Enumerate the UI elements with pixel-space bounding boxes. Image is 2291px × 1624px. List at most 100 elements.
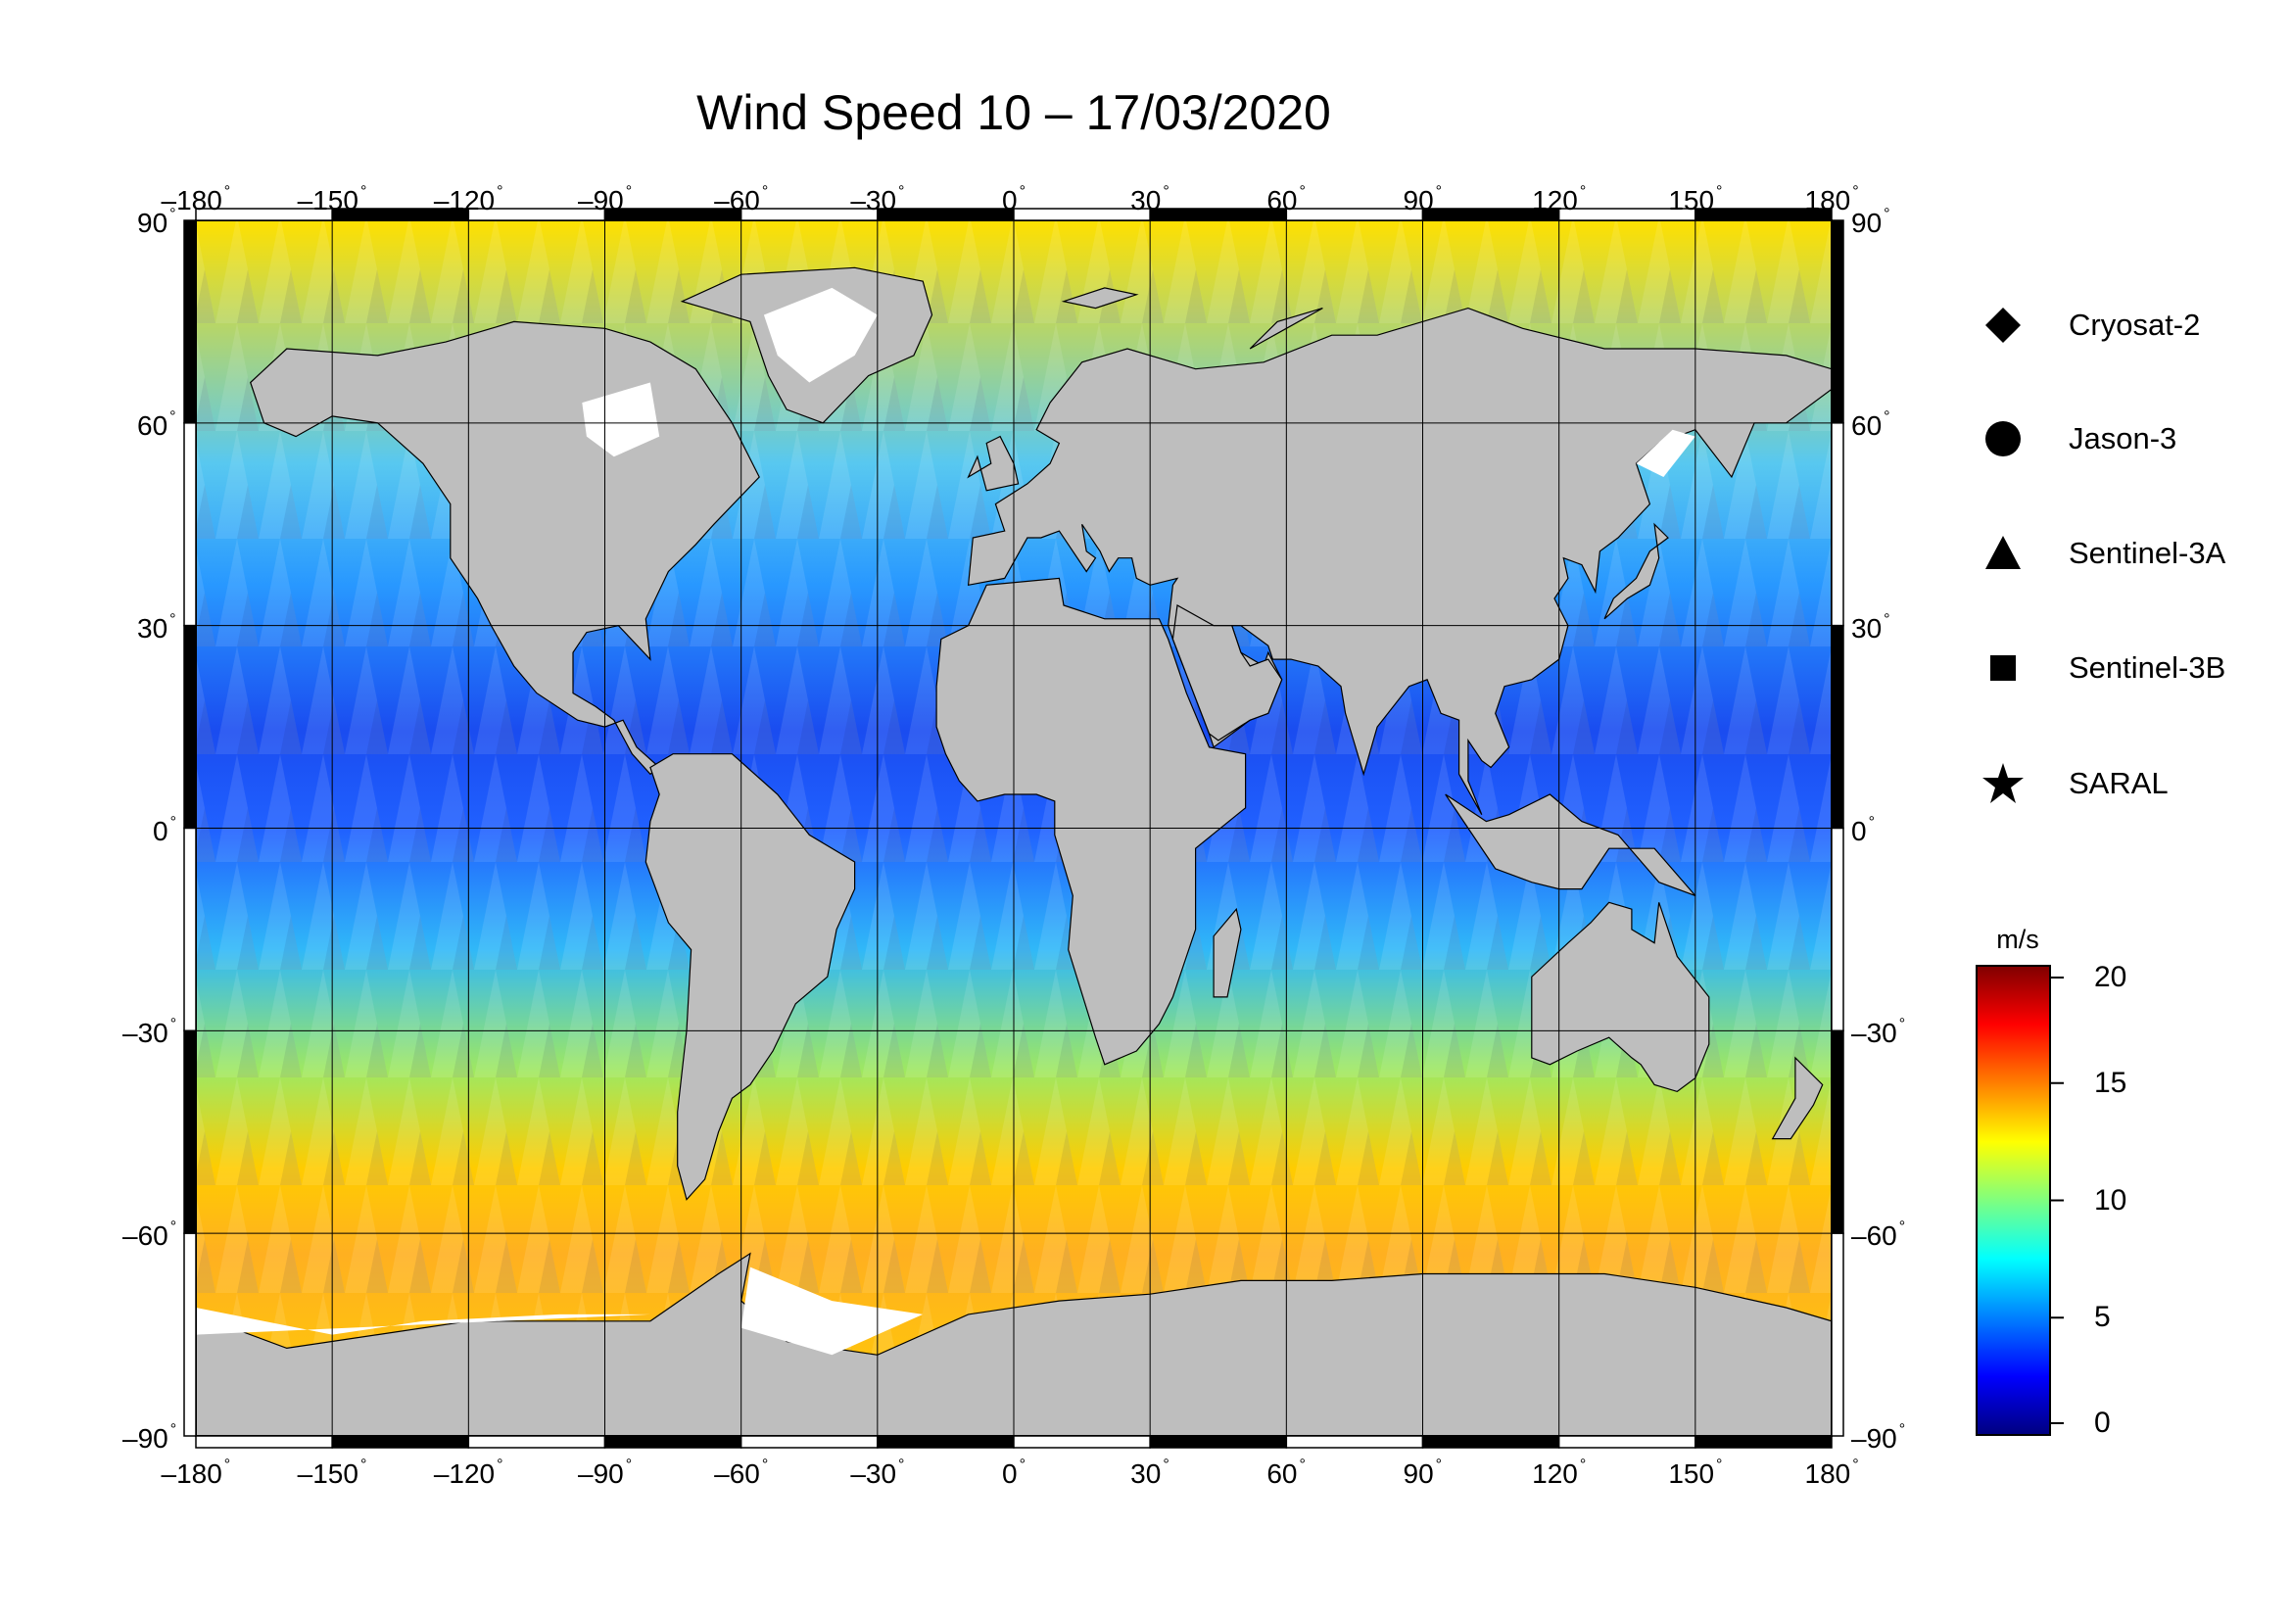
legend-label: Jason-3 (2069, 421, 2177, 455)
legend-label: Sentinel-3A (2069, 536, 2226, 570)
square-icon (1979, 644, 2028, 693)
legend-item-saral: SARAL (1979, 754, 2169, 813)
lon-tick-label: –150 ° (297, 1457, 367, 1489)
frame-segment-bottom (877, 1435, 1015, 1449)
svalbard-landmass (1061, 287, 1139, 310)
frame-segment-right (1831, 1232, 1844, 1437)
lon-tick-label: 120 ° (1532, 183, 1587, 215)
lat-tick-label: –60 ° (1851, 1218, 1906, 1252)
lon-tick-label: 120 ° (1532, 1457, 1587, 1489)
legend-item-jason-3: Jason-3 (1979, 409, 2176, 468)
lat-tick-label: 30 ° (1851, 610, 1890, 644)
lon-tick-label: 180 ° (1804, 1457, 1859, 1489)
map-frame (183, 208, 1844, 1449)
lat-tick-label: 0 ° (153, 813, 176, 846)
frame-segment-bottom (195, 1435, 333, 1449)
lon-tick-label: –90 ° (578, 183, 633, 215)
frame-segment-right (1831, 827, 1844, 1032)
legend-item-sentinel-3b: Sentinel-3B (1979, 639, 2225, 697)
lon-tick-label: 90 ° (1403, 1457, 1443, 1489)
lat-tick-label: –90 ° (122, 1421, 177, 1454)
diamond-icon (1979, 301, 2028, 350)
chart-title: Wind Speed 10 – 17/03/2020 (696, 85, 1331, 140)
legend-label: SARAL (2069, 766, 2169, 800)
legend-label: Cryosat-2 (2069, 308, 2201, 342)
colorbar-tick-label: 20 (2094, 961, 2127, 993)
frame-segment-bottom (740, 1435, 879, 1449)
madagascar-landmass (1213, 907, 1242, 998)
lon-tick-label: –90 ° (578, 1457, 633, 1489)
hudson-ice-patch (582, 382, 660, 457)
frame-segment-bottom (331, 1435, 470, 1449)
lon-tick-label: 60 ° (1266, 1457, 1306, 1489)
lon-tick-label: –60 ° (714, 1457, 769, 1489)
frame-segment-right (1831, 219, 1844, 424)
lon-tick-label: 60 ° (1266, 183, 1306, 215)
lon-tick-label: –180 ° (161, 1457, 231, 1489)
triangle-icon (1979, 529, 2028, 578)
legend-item-sentinel-3a: Sentinel-3A (1979, 524, 2225, 583)
lat-tick-label: –30 ° (1851, 1016, 1906, 1049)
lon-tick-label: 150 ° (1668, 183, 1723, 215)
antarctic-ice-shelf (196, 1308, 650, 1335)
lon-tick-label: –150 ° (297, 183, 367, 215)
frame-segment-bottom (1421, 1435, 1560, 1449)
lat-tick-label: 60 ° (1851, 407, 1890, 441)
frame-segment-right (1831, 624, 1844, 830)
lon-tick-label: 150 ° (1668, 1457, 1723, 1489)
lat-tick-label: 30 ° (137, 610, 176, 644)
british-isles-landmass (967, 435, 1020, 492)
lon-tick-label: –120 ° (433, 1457, 503, 1489)
circle-icon (1979, 414, 2028, 463)
lon-tick-label: 180 ° (1804, 183, 1859, 215)
lon-tick-label: 0 ° (1002, 183, 1026, 215)
frame-segment-bottom (467, 1435, 606, 1449)
lat-tick-label: 90 ° (1851, 206, 1890, 238)
colorbar-unit: m/s (1996, 925, 2039, 954)
star-icon (1979, 759, 2028, 808)
frame-segment-bottom (1694, 1435, 1833, 1449)
legend-item-cryosat-2: Cryosat-2 (1979, 296, 2200, 355)
frame-segment-bottom (1013, 1435, 1151, 1449)
lon-tick-label: –120 ° (433, 183, 503, 215)
south-america-landmass (644, 753, 856, 1201)
lat-tick-label: –90 ° (1851, 1421, 1906, 1454)
frame-segment-bottom (1285, 1435, 1424, 1449)
japan-landmass (1603, 522, 1669, 620)
frame-segment-bottom (1557, 1435, 1696, 1449)
colorbar-tick-label: 15 (2094, 1066, 2127, 1099)
legend-label: Sentinel-3B (2069, 650, 2226, 685)
new-zealand-landmass (1771, 1056, 1824, 1140)
lon-tick-label: 90 ° (1403, 183, 1443, 215)
lon-tick-label: 30 ° (1130, 183, 1169, 215)
frame-segment-left (183, 624, 197, 830)
okhotsk-ice-patch (1636, 429, 1695, 477)
colorbar-tick-label: 5 (2094, 1301, 2111, 1334)
lat-tick-label: –60 ° (122, 1218, 177, 1252)
frame-segment-right (1831, 422, 1844, 627)
colorbar-tick-label: 0 (2094, 1407, 2111, 1439)
frame-segment-left (183, 422, 197, 627)
frame-segment-left (183, 1029, 197, 1234)
lat-tick-label: 0 ° (1851, 813, 1875, 846)
frame-segment-left (183, 1232, 197, 1437)
lon-tick-label: –30 ° (850, 1457, 905, 1489)
lon-tick-label: –180 ° (161, 183, 231, 215)
lat-tick-label: 90 ° (137, 206, 176, 238)
greenland-ice-patch (763, 287, 878, 383)
frame-segment-right (1831, 1029, 1844, 1234)
lon-tick-label: 30 ° (1130, 1457, 1169, 1489)
frame-segment-bottom (1149, 1435, 1288, 1449)
frame-segment-top (1694, 208, 1833, 221)
lon-tick-label: –60 ° (714, 183, 769, 215)
lat-tick-label: 60 ° (137, 407, 176, 441)
lat-tick-label: –30 ° (122, 1016, 177, 1049)
lon-tick-label: 0 ° (1002, 1457, 1026, 1489)
frame-segment-bottom (603, 1435, 742, 1449)
colorbar-tick-label: 10 (2094, 1183, 2127, 1217)
frame-segment-left (183, 827, 197, 1032)
frame-segment-left (183, 219, 197, 424)
australia-landmass (1531, 901, 1710, 1093)
